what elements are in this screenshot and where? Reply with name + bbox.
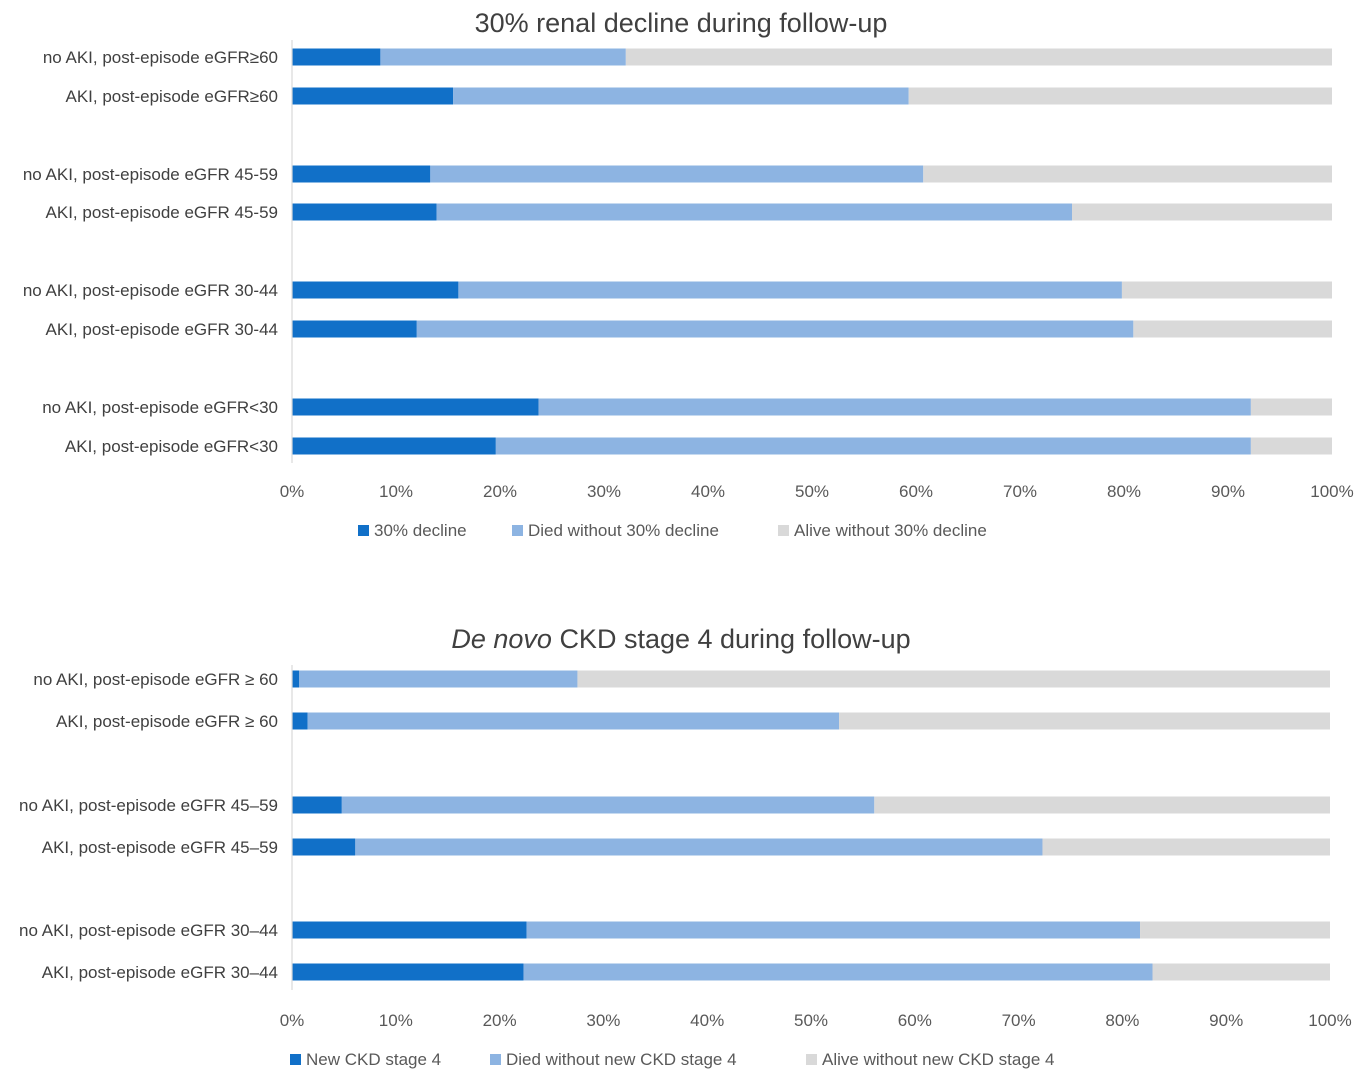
legend-swatch (512, 525, 523, 536)
bar-segment (292, 796, 342, 814)
chart-title: 30% renal decline during follow-up (475, 8, 888, 38)
x-tick-label: 60% (898, 1011, 932, 1030)
bar-segment (458, 281, 1122, 299)
bar-segment (526, 921, 1141, 939)
bar-segment (1250, 437, 1332, 455)
category-label: AKI, post-episode eGFR 30-44 (46, 320, 278, 339)
category-label: no AKI, post-episode eGFR 45–59 (19, 796, 278, 815)
bar-segment (292, 165, 431, 183)
bar-segment (292, 203, 437, 221)
bar-segment (292, 281, 459, 299)
legend-swatch (806, 1054, 817, 1065)
chart-2: De novo CKD stage 4 during follow-up no A… (19, 624, 1352, 1069)
x-tick-label: 80% (1105, 1011, 1139, 1030)
bar-segment (436, 203, 1072, 221)
x-tick-label: 0% (280, 1011, 305, 1030)
category-label: no AKI, post-episode eGFR 30-44 (23, 281, 278, 300)
legend-label: Alive without new CKD stage 4 (822, 1050, 1054, 1069)
bar-segment (430, 165, 924, 183)
chart-1: 30% renal decline during follow-up no AKI… (23, 8, 1354, 540)
x-tick-label: 60% (899, 482, 933, 501)
legend-label: Alive without 30% decline (794, 521, 987, 540)
bar-segment (1042, 838, 1330, 856)
legend-swatch (490, 1054, 501, 1065)
category-label: no AKI, post-episode eGFR ≥ 60 (33, 670, 278, 689)
bar-segment (1250, 398, 1332, 416)
category-label: no AKI, post-episode eGFR 30–44 (19, 921, 278, 940)
bar-segment (307, 712, 840, 730)
x-tick-label: 90% (1211, 482, 1245, 501)
chart-title-text: CKD stage 4 during follow-up (559, 624, 910, 654)
chart-title-italic-prefix: De novo (451, 624, 559, 654)
bar-segment (292, 398, 539, 416)
bar-segment (341, 796, 875, 814)
x-tick-label: 50% (795, 482, 829, 501)
bar-segment (625, 48, 1332, 66)
x-tick-label: 90% (1209, 1011, 1243, 1030)
bar-segment (380, 48, 626, 66)
legend-label: Died without new CKD stage 4 (506, 1050, 737, 1069)
legend-swatch (778, 525, 789, 536)
category-label: AKI, post-episode eGFR≥60 (66, 87, 279, 106)
bar-segment (416, 320, 1134, 338)
bar-segment (1072, 203, 1332, 221)
x-tick-label: 70% (1002, 1011, 1036, 1030)
category-label: AKI, post-episode eGFR 45–59 (42, 838, 278, 857)
x-tick-label: 40% (691, 482, 725, 501)
bar-segment (495, 437, 1251, 455)
x-tick-label: 10% (379, 482, 413, 501)
x-tick-label: 100% (1308, 1011, 1351, 1030)
bar-segment (292, 320, 417, 338)
category-label: no AKI, post-episode eGFR 45-59 (23, 165, 278, 184)
category-label: no AKI, post-episode eGFR<30 (42, 398, 278, 417)
bar-segment (523, 963, 1153, 981)
legend-swatch (290, 1054, 301, 1065)
x-tick-label: 30% (586, 1011, 620, 1030)
x-tick-label: 20% (483, 482, 517, 501)
category-label: no AKI, post-episode eGFR≥60 (43, 48, 278, 67)
x-tick-label: 100% (1310, 482, 1353, 501)
bar-segment (1152, 963, 1330, 981)
bar-segment (538, 398, 1251, 416)
bar-segment (292, 838, 356, 856)
x-tick-label: 20% (483, 1011, 517, 1030)
legend-label: Died without 30% decline (528, 521, 719, 540)
bar-segment (355, 838, 1043, 856)
bar-segment (923, 165, 1332, 183)
bar-segment (292, 48, 381, 66)
x-tick-label: 0% (280, 482, 305, 501)
category-label: AKI, post-episode eGFR<30 (65, 437, 278, 456)
legend-swatch (358, 525, 369, 536)
bar-segment (292, 963, 524, 981)
bar-segment (577, 670, 1330, 688)
bar-segment (1133, 320, 1332, 338)
category-label: AKI, post-episode eGFR ≥ 60 (56, 712, 278, 731)
x-tick-label: 70% (1003, 482, 1037, 501)
bar-segment (292, 437, 496, 455)
bar-segment (839, 712, 1330, 730)
legend-label: 30% decline (374, 521, 467, 540)
bar-segment (874, 796, 1330, 814)
chart-title: De novo CKD stage 4 during follow-up (451, 624, 910, 654)
x-tick-label: 10% (379, 1011, 413, 1030)
legend-label: New CKD stage 4 (306, 1050, 441, 1069)
x-tick-label: 30% (587, 482, 621, 501)
x-tick-label: 80% (1107, 482, 1141, 501)
bar-segment (908, 87, 1332, 105)
chart-title-text: 30% renal decline during follow-up (475, 8, 888, 38)
bar-segment (292, 921, 527, 939)
bar-segment (292, 670, 300, 688)
bar-segment (1140, 921, 1330, 939)
category-label: AKI, post-episode eGFR 45-59 (46, 203, 278, 222)
x-tick-label: 50% (794, 1011, 828, 1030)
bar-segment (1121, 281, 1332, 299)
bar-segment (292, 712, 308, 730)
category-label: AKI, post-episode eGFR 30–44 (42, 963, 278, 982)
x-tick-label: 40% (690, 1011, 724, 1030)
bar-segment (453, 87, 909, 105)
bar-segment (299, 670, 578, 688)
bar-segment (292, 87, 454, 105)
